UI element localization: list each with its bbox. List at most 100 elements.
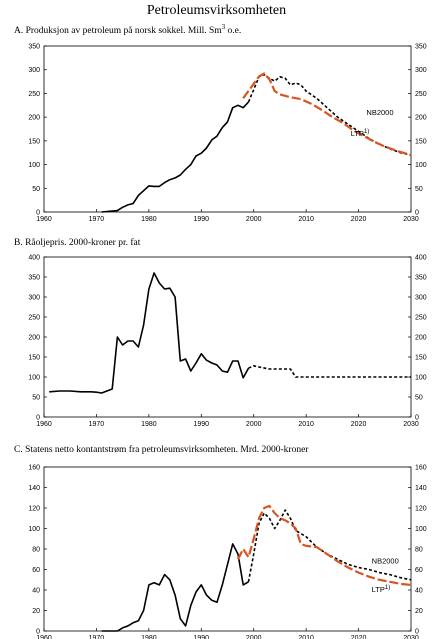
- panel-a-title-suffix: o.e.: [225, 26, 241, 36]
- panel-c-series-nb2000: [247, 509, 412, 582]
- panel-a-xtick-label: 2020: [351, 216, 367, 223]
- panel-c-xtick-label: 1970: [89, 635, 105, 639]
- panel-a-ytick-label-left: 200: [28, 115, 40, 122]
- panel-b-ytick-label-right: 300: [415, 295, 427, 302]
- panel-a-annotation-text: NB2000: [366, 108, 393, 117]
- panel-b-title-text: B. Råoljepris. 2000-kroner pr. fat: [14, 237, 141, 248]
- panel-a: A. Produksjon av petroleum på norsk sokk…: [14, 23, 427, 223]
- panel-a-ytick-label-left: 100: [28, 162, 40, 169]
- panel-c-ytick-label-left: 40: [32, 588, 40, 595]
- panel-b-ytick-label-right: 400: [415, 255, 427, 262]
- panel-b-series-nb2000: [248, 364, 411, 378]
- panel-c-ytick-label-right: 140: [415, 485, 427, 492]
- panel-a-ytick-label-left: 50: [32, 186, 40, 193]
- panel-c-ytick-label-right: 80: [415, 547, 423, 554]
- panel-a-ytick-label-right: 150: [415, 138, 427, 145]
- panel-b-xtick-label: 1960: [36, 421, 52, 428]
- panel-c-annotation: NB2000: [372, 556, 399, 565]
- panel-a-xtick-label: 1990: [193, 216, 209, 223]
- panel-b-ytick-label-left: 300: [28, 295, 40, 302]
- panel-c-xtick-label: 2020: [351, 635, 367, 639]
- panel-c-ytick-label-left: 20: [32, 608, 40, 615]
- panel-a-annotation: NB2000: [366, 108, 393, 117]
- panel-c-series-history: [101, 543, 249, 632]
- page-title: Petroleumsvirksomheten: [147, 3, 286, 18]
- panel-a-series-history: [101, 101, 250, 213]
- panel-a-xtick-label: 1970: [89, 216, 105, 223]
- panel-c-annotation-text: LTP: [372, 585, 385, 594]
- panel-c-xtick-label: 2000: [246, 635, 262, 639]
- panel-c-series-ltp: [237, 504, 412, 586]
- panel-a-title-sup: 3: [222, 23, 226, 31]
- panel-b-series-history: [49, 272, 250, 394]
- panel-b-xtick-label: 2010: [298, 421, 314, 428]
- panel-a-ytick-label-right: 100: [415, 162, 427, 169]
- panel-c-title: C. Statens netto kontantstrøm fra petrol…: [14, 444, 309, 455]
- panel-c-ytick-label-left: 160: [28, 465, 40, 472]
- panel-a-ytick-label-left: 250: [28, 91, 40, 98]
- panel-c-xtick-label: 1980: [141, 635, 157, 639]
- panel-c-ytick-label-right: 100: [415, 526, 427, 533]
- panel-b-ytick-label-left: 350: [28, 275, 40, 282]
- panel-b-xtick-label: 2020: [351, 421, 367, 428]
- panel-a-title: A. Produksjon av petroleum på norsk sokk…: [14, 23, 241, 36]
- panel-c-ytick-label-right: 0: [415, 629, 419, 636]
- panel-c-xtick-label: 1960: [36, 635, 52, 639]
- panel-a-ytick-label-left: 150: [28, 138, 40, 145]
- panel-c-ytick-label-right: 60: [415, 567, 423, 574]
- panel-c-ytick-label-left: 120: [28, 506, 40, 513]
- panel-a-title-text: A. Produksjon av petroleum på norsk sokk…: [14, 25, 222, 36]
- panel-b-ytick-label-left: 0: [36, 415, 40, 422]
- panel-a-xtick-label: 2010: [298, 216, 314, 223]
- panel-c-ytick-label-right: 160: [415, 465, 427, 472]
- panel-b-xtick-label: 2030: [403, 421, 419, 428]
- panel-b-xtick-label: 1990: [193, 421, 209, 428]
- panel-a-ytick-label-left: 0: [36, 210, 40, 217]
- panel-c-annotation-text: NB2000: [372, 556, 399, 565]
- panel-a-ytick-label-right: 350: [415, 44, 427, 51]
- panel-b-ytick-label-left: 50: [32, 395, 40, 402]
- panel-c-ytick-label-left: 60: [32, 567, 40, 574]
- panel-a-ytick-label-right: 300: [415, 67, 427, 74]
- panel-b-ytick-label-left: 250: [28, 315, 40, 322]
- panel-b-ytick-label-right: 100: [415, 375, 427, 382]
- panel-c-ytick-label-left: 80: [32, 547, 40, 554]
- panel-b-title: B. Råoljepris. 2000-kroner pr. fat: [14, 237, 141, 248]
- panel-a-annotation-sup: 1): [364, 129, 369, 135]
- panel-a-xtick-label: 2000: [246, 216, 262, 223]
- panel-b-ytick-label-right: 200: [415, 335, 427, 342]
- panel-a-series-ltp: [242, 72, 412, 157]
- panel-b-xtick-label: 1970: [89, 421, 105, 428]
- panel-c-annotation-sup: 1): [385, 585, 390, 591]
- panel-b-ytick-label-left: 200: [28, 335, 40, 342]
- panel-a-ytick-label-left: 350: [28, 44, 40, 51]
- panel-c-title-text: C. Statens netto kontantstrøm fra petrol…: [14, 444, 309, 455]
- panel-b-ytick-label-left: 100: [28, 375, 40, 382]
- panel-b-ytick-label-right: 250: [415, 315, 427, 322]
- panel-a-ytick-label-right: 200: [415, 115, 427, 122]
- panel-c-ytick-label-right: 20: [415, 608, 423, 615]
- panel-b-ytick-label-left: 400: [28, 255, 40, 262]
- panel-c-ytick-label-left: 140: [28, 485, 40, 492]
- panel-a-xtick-label: 2030: [403, 216, 419, 223]
- chart-panels: A. Produksjon av petroleum på norsk sokk…: [14, 23, 427, 639]
- panel-a-annotation-text: LTP: [351, 129, 364, 138]
- panel-c-ytick-label-left: 100: [28, 526, 40, 533]
- panel-b-ytick-label-right: 0: [415, 415, 419, 422]
- panel-b-xtick-label: 1980: [141, 421, 157, 428]
- panel-c-ytick-label-right: 120: [415, 506, 427, 513]
- panel-c-xtick-label: 1990: [193, 635, 209, 639]
- panel-c: C. Statens netto kontantstrøm fra petrol…: [14, 444, 427, 639]
- panel-c-frame: [43, 466, 412, 632]
- panel-a-xtick-label: 1960: [36, 216, 52, 223]
- panel-a-ytick-label-right: 250: [415, 91, 427, 98]
- panel-a-ytick-label-right: 50: [415, 186, 423, 193]
- panel-a-xtick-label: 1980: [141, 216, 157, 223]
- panel-b-ytick-label-right: 150: [415, 355, 427, 362]
- panel-b-ytick-label-left: 150: [28, 355, 40, 362]
- panel-a-frame: [43, 45, 412, 213]
- panel-c-annotation: LTP1): [372, 585, 391, 594]
- panel-b: B. Råoljepris. 2000-kroner pr. fat 0 0 50 50…: [14, 237, 427, 428]
- panel-a-ytick-label-left: 300: [28, 67, 40, 74]
